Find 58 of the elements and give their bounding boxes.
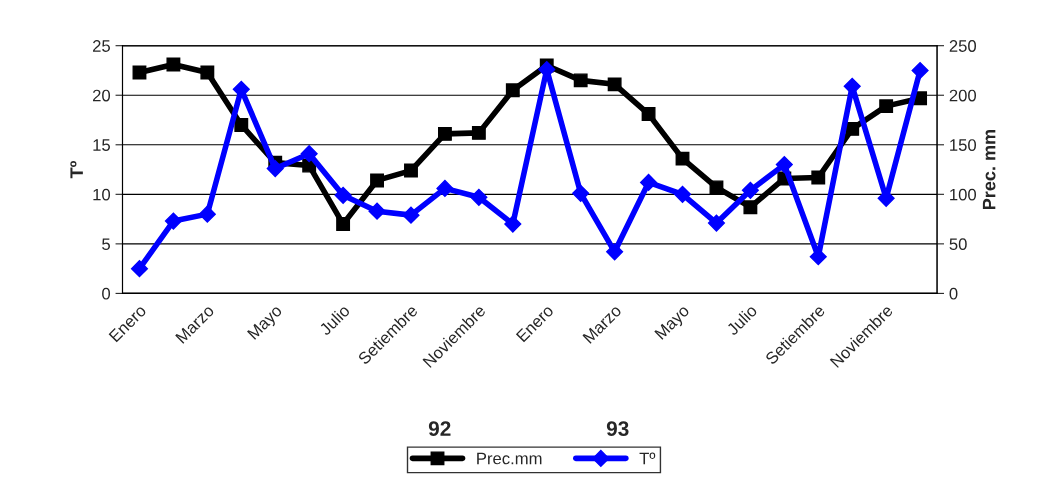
point bbox=[471, 125, 486, 140]
point bbox=[707, 214, 726, 232]
point bbox=[640, 173, 658, 191]
point bbox=[470, 188, 488, 206]
point bbox=[505, 83, 520, 98]
point bbox=[164, 212, 182, 230]
point bbox=[437, 126, 452, 141]
point bbox=[334, 186, 352, 204]
text: 93 bbox=[606, 421, 629, 437]
x-tick-label: Julio bbox=[725, 303, 758, 337]
y2-axis-title: Prec. mm bbox=[982, 130, 996, 209]
y-tick-label: 25 bbox=[93, 40, 110, 52]
point bbox=[775, 156, 793, 174]
x-tick-label: Julio bbox=[318, 303, 351, 337]
point bbox=[741, 181, 759, 199]
point bbox=[370, 173, 384, 188]
point bbox=[130, 260, 149, 278]
point bbox=[336, 217, 351, 231]
point bbox=[879, 99, 894, 114]
point bbox=[504, 215, 522, 233]
y2-tick-label: 50 bbox=[949, 238, 967, 251]
point bbox=[607, 77, 622, 92]
y-axis-title: Tº bbox=[70, 161, 83, 179]
point bbox=[368, 202, 386, 220]
point bbox=[743, 200, 758, 215]
y-tick-label: 15 bbox=[93, 139, 110, 151]
y-tick-label: 10 bbox=[93, 188, 111, 201]
point bbox=[166, 57, 181, 72]
y-tick-label: 20 bbox=[93, 89, 111, 102]
text: 92 bbox=[428, 421, 451, 436]
y-tick-label: 5 bbox=[102, 238, 110, 251]
y2-tick-label: 250 bbox=[949, 40, 977, 52]
legend-label: Tº bbox=[639, 452, 656, 465]
point bbox=[402, 206, 420, 224]
legend-label: Prec.mm bbox=[477, 452, 542, 465]
point bbox=[573, 73, 588, 88]
point bbox=[606, 243, 624, 261]
y-tick-label: 0 bbox=[102, 287, 111, 300]
point bbox=[811, 170, 826, 185]
point bbox=[266, 160, 284, 178]
point bbox=[709, 180, 724, 195]
point bbox=[404, 163, 418, 178]
point bbox=[845, 121, 860, 136]
point bbox=[234, 118, 249, 132]
point bbox=[300, 145, 318, 163]
point bbox=[436, 179, 454, 197]
point bbox=[198, 205, 216, 223]
point bbox=[232, 80, 250, 98]
point bbox=[200, 65, 215, 80]
point bbox=[641, 107, 656, 122]
point bbox=[911, 61, 929, 80]
y2-tick-label: 0 bbox=[949, 287, 958, 300]
point bbox=[673, 185, 692, 203]
y2-tick-label: 150 bbox=[950, 139, 977, 151]
y2-tick-label: 100 bbox=[950, 188, 977, 201]
y2-tick-label: 200 bbox=[949, 89, 977, 102]
point bbox=[675, 151, 690, 166]
point bbox=[572, 184, 590, 202]
